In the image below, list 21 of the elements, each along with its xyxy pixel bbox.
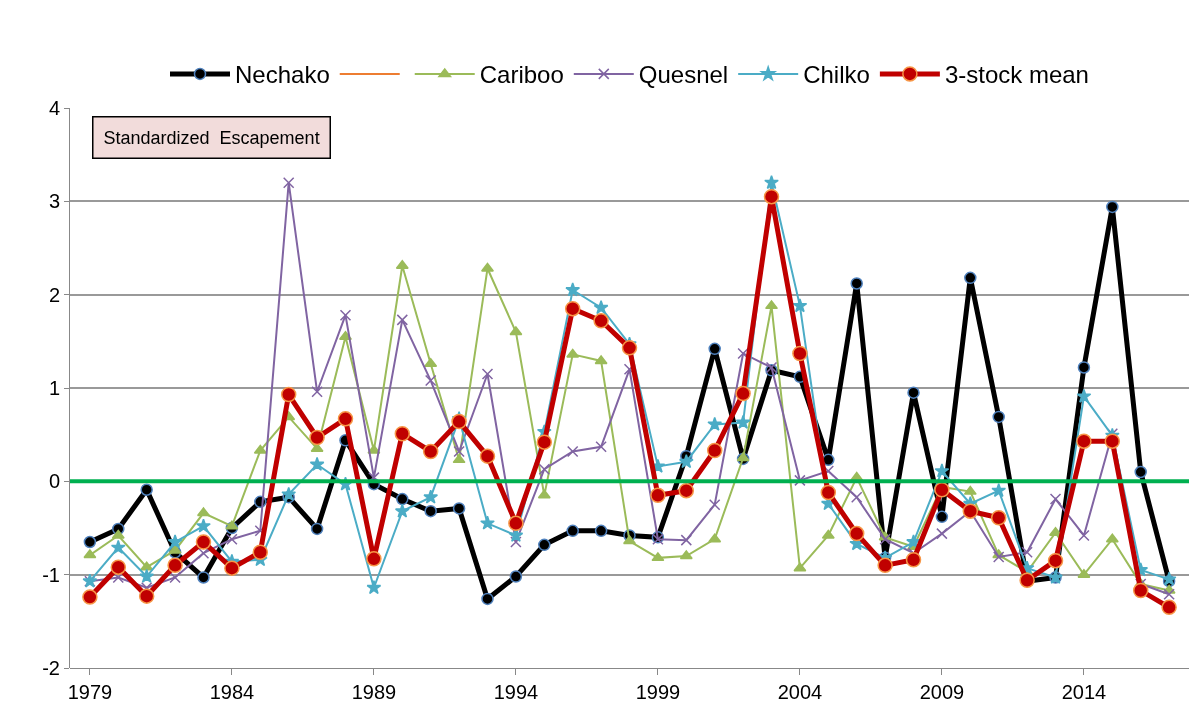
x-tick-label: 1989 bbox=[351, 681, 397, 703]
x-tick-label: 1999 bbox=[635, 681, 681, 703]
x-tick-label: 1994 bbox=[493, 681, 539, 703]
x-tick-label: 1979 bbox=[67, 681, 113, 703]
y-tick-label: 1 bbox=[48, 377, 60, 399]
legend-label: Quesnel bbox=[638, 61, 729, 89]
y-tick-label: 3 bbox=[48, 190, 60, 213]
y-tick-label: -2 bbox=[42, 657, 60, 679]
y-tick-label: 4 bbox=[48, 97, 60, 119]
annotation: Standardized Escapement bbox=[103, 127, 320, 148]
legend-label: 3-stock mean bbox=[944, 61, 1089, 89]
x-tick-label: 1984 bbox=[209, 681, 255, 703]
y-tick-label: 0 bbox=[48, 470, 60, 493]
legend-label: Chilko bbox=[803, 61, 870, 89]
x-tick-label: 2004 bbox=[777, 681, 823, 703]
y-tick-label: 2 bbox=[48, 283, 60, 306]
x-tick-label: 2009 bbox=[919, 681, 965, 703]
legend-label: Cariboo bbox=[479, 61, 564, 89]
x-tick-label: 2014 bbox=[1061, 681, 1107, 703]
y-tick-label: -1 bbox=[42, 563, 60, 586]
legend-label: Nechako bbox=[235, 61, 330, 89]
